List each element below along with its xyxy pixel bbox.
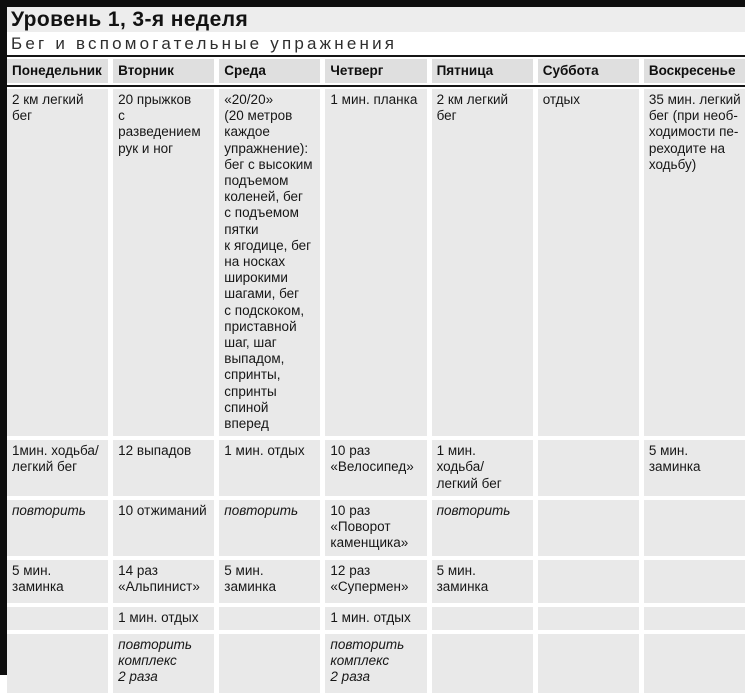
table-cell-wed-drills: «20/20» (20 метров каждое упражнение): б… (219, 89, 321, 437)
table-cell-thu-rest: 1 мин. отдых (325, 606, 427, 631)
table-cell-tue-pushups: 10 отжиманий (113, 499, 215, 556)
table-cell-fri-empty (431, 634, 533, 693)
table-row: повторить комплекс 2 раза повторить комп… (7, 634, 745, 693)
day-header-friday: Пятница (431, 59, 533, 83)
table-cell-sun-empty (643, 559, 745, 603)
table-cell-mon-empty (7, 634, 109, 693)
day-header-saturday: Суббота (537, 59, 639, 83)
table-cell-mon-repeat: повторить (7, 499, 109, 556)
day-header-monday: Понедельник (7, 59, 109, 83)
table-cell-fri-repeat: повторить (431, 499, 533, 556)
table-row: 5 мин. заминка 14 раз «Альпинист» 5 мин.… (7, 559, 745, 603)
page-top-edge-bar (0, 0, 745, 7)
table-cell-wed-empty (219, 606, 321, 631)
table-cell-wed-repeat: повторить (219, 499, 321, 556)
table-row: 1мин. ходьба/ легкий бег 12 выпадов 1 ми… (7, 440, 745, 496)
table-row: повторить 10 отжиманий повторить 10 раз … (7, 499, 745, 556)
table-cell-sat-empty (537, 559, 639, 603)
table-cell-fri-cooldown: 5 мин. заминка (431, 559, 533, 603)
table-cell-fri-empty (431, 606, 533, 631)
table-cell-wed-rest: 1 мин. отдых (219, 440, 321, 496)
page-subtitle: Бег и вспомогательные упражнения (11, 34, 398, 53)
table-cell-fri-run: 2 км легкий бег (431, 89, 533, 437)
table-row: 1 мин. отдых 1 мин. отдых (7, 606, 745, 631)
table-cell-sun-empty (643, 634, 745, 693)
table-cell-thu-plank: 1 мин. планка (325, 89, 427, 437)
table-cell-tue-climber: 14 раз «Альпинист» (113, 559, 215, 603)
table-cell-sun-run: 35 мин. легкий бег (при необ- ходимости … (643, 89, 745, 437)
table-cell-tue-lunges: 12 выпадов (113, 440, 215, 496)
page-content: Уровень 1, 3-я неделя Бег и вспомогатель… (7, 0, 745, 693)
table-cell-fri-walk: 1 мин. ходьба/ легкий бег (431, 440, 533, 496)
table-cell-mon-warmup: 2 км легкий бег (7, 89, 109, 437)
table-cell-wed-empty (219, 634, 321, 693)
page-left-edge-bar (0, 0, 7, 675)
table-cell-sat-rest: отдых (537, 89, 639, 437)
table-cell-sun-empty (643, 606, 745, 631)
day-header-thursday: Четверг (325, 59, 427, 83)
table-cell-sat-empty (537, 634, 639, 693)
table-cell-tue-warmup: 20 прыжков с разведением рук и ног (113, 89, 215, 437)
day-header-wednesday: Среда (219, 59, 321, 83)
header-rule (7, 85, 745, 87)
table-header-row: Понедельник Вторник Среда Четверг Пятниц… (7, 59, 745, 83)
table-cell-tue-rest: 1 мин. отдых (113, 606, 215, 631)
table-cell-sun-empty (643, 499, 745, 556)
table-cell-sat-empty (537, 440, 639, 496)
table-cell-mon-empty (7, 606, 109, 631)
page-title: Уровень 1, 3-я неделя (7, 7, 745, 32)
table-cell-mon-cooldown: 5 мин. заминка (7, 559, 109, 603)
table-cell-tue-repeat-set: повторить комплекс 2 раза (113, 634, 215, 693)
table-cell-sat-empty (537, 499, 639, 556)
table-cell-sat-empty (537, 606, 639, 631)
table-row: 2 км легкий бег 20 прыжков с разведением… (7, 89, 745, 437)
table-cell-sun-cooldown: 5 мин. заминка (643, 440, 745, 496)
table-cell-thu-twist: 10 раз «Поворот каменщика» (325, 499, 427, 556)
table-cell-thu-superman: 12 раз «Супермен» (325, 559, 427, 603)
table-cell-thu-repeat-set: повторить комплекс 2 раза (325, 634, 427, 693)
table-cell-mon-walk: 1мин. ходьба/ легкий бег (7, 440, 109, 496)
day-header-tuesday: Вторник (113, 59, 215, 83)
title-rule (7, 55, 745, 57)
day-header-sunday: Воскресенье (643, 59, 745, 83)
table-cell-wed-cooldown: 5 мин. заминка (219, 559, 321, 603)
table-cell-thu-bicycle: 10 раз «Велосипед» (325, 440, 427, 496)
schedule-table: 2 км легкий бег 20 прыжков с разведением… (7, 89, 745, 693)
